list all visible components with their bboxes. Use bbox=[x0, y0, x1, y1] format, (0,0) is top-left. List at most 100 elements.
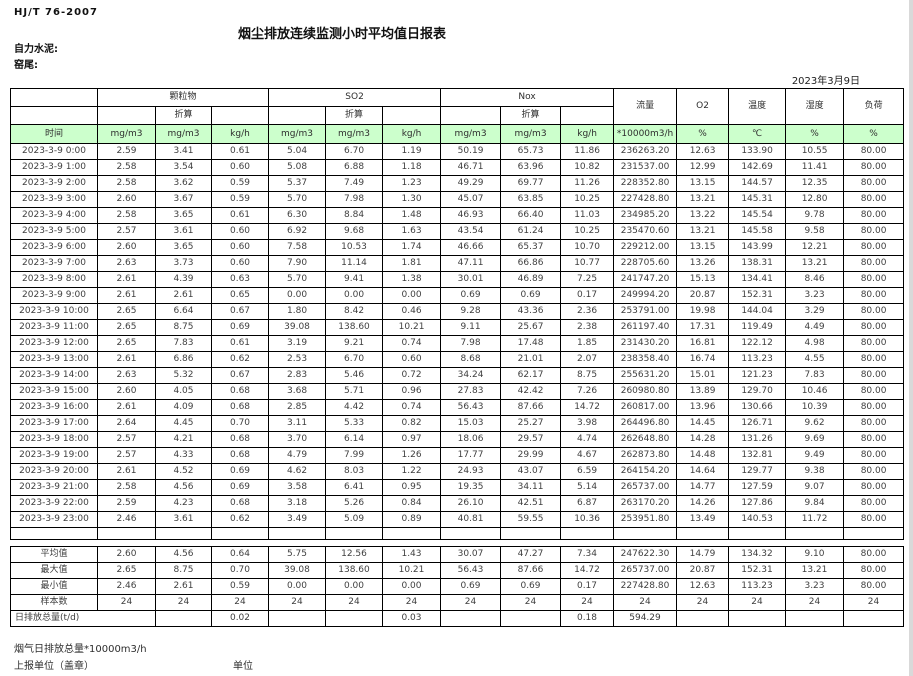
value-cell: 3.73 bbox=[155, 255, 212, 272]
page-title: 烟尘排放连续监测小时平均值日报表 bbox=[237, 27, 446, 42]
value-cell: 2.60 bbox=[97, 239, 156, 256]
value-cell: 2.61 bbox=[97, 351, 156, 368]
report-date: 2023年3月9日 bbox=[791, 76, 860, 87]
value-cell: 144.04 bbox=[728, 303, 787, 320]
value-cell: 6.86 bbox=[155, 351, 212, 368]
daily-total-value-cell bbox=[440, 610, 501, 627]
value-cell: 8.68 bbox=[440, 351, 502, 368]
value-cell: 59.55 bbox=[500, 511, 562, 528]
summary-value-cell: 87.66 bbox=[500, 562, 561, 579]
empty-cell bbox=[10, 106, 98, 125]
reporting-unit-label: 上报单位（盖章） bbox=[14, 661, 94, 672]
value-cell: 15.03 bbox=[440, 415, 502, 432]
value-cell: 0.69 bbox=[210, 319, 270, 336]
value-cell: 227428.80 bbox=[613, 191, 678, 208]
value-cell: 13.15 bbox=[676, 175, 730, 192]
value-cell: 27.83 bbox=[440, 383, 502, 400]
value-cell: 113.23 bbox=[728, 351, 787, 368]
value-cell: 9.07 bbox=[785, 479, 845, 496]
value-cell: 0.46 bbox=[382, 303, 442, 320]
nox-kgh-unit: kg/h bbox=[560, 124, 615, 144]
value-cell: 40.81 bbox=[440, 511, 502, 528]
value-cell: 9.58 bbox=[785, 223, 845, 240]
value-cell: 131.26 bbox=[728, 431, 787, 448]
value-cell: 0.70 bbox=[210, 415, 270, 432]
value-cell: 0.67 bbox=[210, 303, 270, 320]
empty-cell bbox=[155, 527, 212, 540]
value-cell: 262873.80 bbox=[613, 447, 678, 464]
summary-value-cell: 7.34 bbox=[560, 546, 614, 563]
value-cell: 5.70 bbox=[268, 271, 327, 288]
value-cell: 3.49 bbox=[268, 511, 327, 528]
value-cell: 24.93 bbox=[440, 463, 502, 480]
value-cell: 14.48 bbox=[676, 447, 730, 464]
value-cell: 2.85 bbox=[268, 399, 327, 416]
time-cell: 2023-3-9 14:00 bbox=[10, 367, 98, 384]
unit-label: 单位 bbox=[233, 661, 253, 672]
value-cell: 3.62 bbox=[155, 175, 212, 192]
value-cell: 0.00 bbox=[268, 287, 327, 304]
value-cell: 2.63 bbox=[97, 367, 156, 384]
empty-cell bbox=[440, 106, 502, 125]
monitoring-table: 颗粒物 SO2 Nox 流量 O2 温度 湿度 负荷 折算 折算 折算 bbox=[10, 88, 905, 540]
value-cell: 12.99 bbox=[676, 159, 730, 176]
value-cell: 7.83 bbox=[785, 367, 845, 384]
value-cell: 121.23 bbox=[728, 367, 787, 384]
value-cell: 4.67 bbox=[560, 447, 615, 464]
value-cell: 4.42 bbox=[325, 399, 384, 416]
summary-value-cell: 12.56 bbox=[325, 546, 383, 563]
value-cell: 2.46 bbox=[97, 511, 156, 528]
value-cell: 0.68 bbox=[210, 431, 270, 448]
so2-group-header: SO2 bbox=[268, 88, 442, 107]
summary-value-cell: 4.56 bbox=[155, 546, 212, 563]
value-cell: 260980.80 bbox=[613, 383, 678, 400]
value-cell: 4.05 bbox=[155, 383, 212, 400]
value-cell: 6.41 bbox=[325, 479, 384, 496]
summary-label-cell: 样本数 bbox=[10, 594, 98, 611]
time-cell: 2023-3-9 17:00 bbox=[10, 415, 98, 432]
value-cell: 9.69 bbox=[785, 431, 845, 448]
summary-value-cell: 24 bbox=[97, 594, 156, 611]
value-cell: 2.61 bbox=[97, 463, 156, 480]
value-cell: 16.81 bbox=[676, 335, 730, 352]
pm-converted-unit: mg/m3 bbox=[155, 124, 212, 144]
value-cell: 80.00 bbox=[843, 239, 905, 256]
value-cell: 6.14 bbox=[325, 431, 384, 448]
value-cell: 20.87 bbox=[676, 287, 730, 304]
summary-label-cell: 最小值 bbox=[10, 578, 98, 595]
summary-value-cell: 24 bbox=[155, 594, 212, 611]
summary-value-cell: 0.69 bbox=[440, 578, 501, 595]
value-cell: 47.11 bbox=[440, 255, 502, 272]
summary-value-cell: 20.87 bbox=[676, 562, 729, 579]
summary-value-cell: 247622.30 bbox=[613, 546, 677, 563]
nox-unit: mg/m3 bbox=[440, 124, 502, 144]
time-cell: 2023-3-9 9:00 bbox=[10, 287, 98, 304]
value-cell: 50.19 bbox=[440, 143, 502, 160]
value-cell: 3.41 bbox=[155, 143, 212, 160]
value-cell: 238358.40 bbox=[613, 351, 678, 368]
value-cell: 7.98 bbox=[325, 191, 384, 208]
empty-cell bbox=[500, 527, 562, 540]
value-cell: 2.53 bbox=[268, 351, 327, 368]
value-cell: 80.00 bbox=[843, 255, 905, 272]
daily-total-value-cell bbox=[676, 610, 729, 627]
table-row: 2023-3-9 21:00 2.58 4.56 0.69 3.58 6.41 0.95 19… bbox=[10, 479, 905, 496]
value-cell: 5.04 bbox=[268, 143, 327, 160]
summary-value-cell: 24 bbox=[613, 594, 677, 611]
value-cell: 2.63 bbox=[97, 255, 156, 272]
value-cell: 80.00 bbox=[843, 367, 905, 384]
table-row: 2023-3-9 3:00 2.60 3.67 0.59 5.70 7.98 1.30 45.… bbox=[10, 191, 905, 208]
value-cell: 2.59 bbox=[97, 495, 156, 512]
o2-header: O2 bbox=[676, 88, 730, 125]
table-row: 2023-3-9 9:00 2.61 2.61 0.65 0.00 0.00 0.00 0.6… bbox=[10, 287, 905, 304]
value-cell: 17.77 bbox=[440, 447, 502, 464]
value-cell: 127.86 bbox=[728, 495, 787, 512]
flow-header: 流量 bbox=[613, 88, 678, 125]
summary-value-cell: 134.32 bbox=[728, 546, 786, 563]
value-cell: 0.68 bbox=[210, 495, 270, 512]
summary-value-cell: 0.17 bbox=[560, 578, 614, 595]
value-cell: 9.41 bbox=[325, 271, 384, 288]
value-cell: 10.25 bbox=[560, 223, 615, 240]
value-cell: 2.57 bbox=[97, 447, 156, 464]
units-header-row: 时间 mg/m3 mg/m3 kg/h mg/m3 mg/m3 kg/h mg/… bbox=[10, 124, 905, 144]
